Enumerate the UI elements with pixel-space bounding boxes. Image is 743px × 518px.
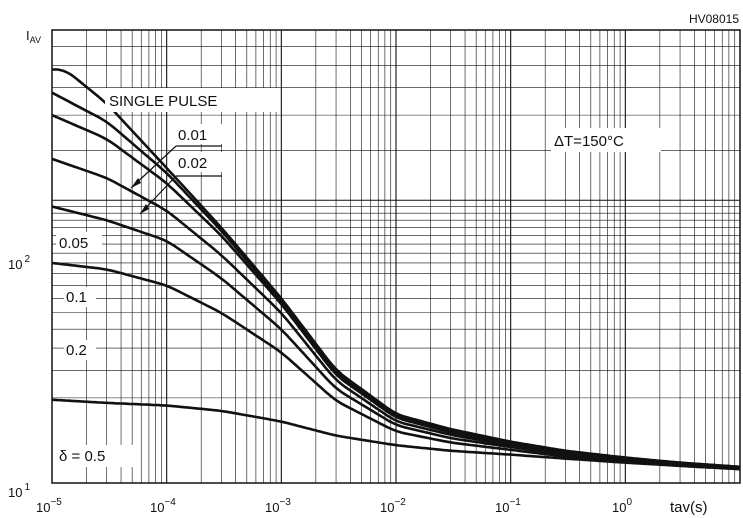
x-tick-1e-4-exp: −4 xyxy=(164,497,176,508)
leader-001-arrow xyxy=(131,178,141,188)
x-tick-label-1e-3: 10−3 xyxy=(265,497,291,515)
label-01: 0.1 xyxy=(66,289,87,306)
y-axis-label: IAV xyxy=(26,28,41,45)
annotation-001: 0.01 xyxy=(130,124,222,189)
y-tick-10-base: 10 xyxy=(8,485,22,500)
annotation-002: 0.02 xyxy=(139,152,222,215)
curves xyxy=(51,68,741,471)
y-tick-label-10: 10 1 xyxy=(8,482,30,500)
delta-t-label: ΔT=150°C xyxy=(554,133,624,150)
label-002: 0.02 xyxy=(178,155,207,172)
x-tick-1e-3-exp: −3 xyxy=(279,497,291,508)
annotation-05: δ = 0.5 xyxy=(56,445,138,467)
x-tick-label-1e-4: 10−4 xyxy=(150,497,176,515)
x-tick-1e-5-exp: −5 xyxy=(50,497,62,508)
x-tick-1e-2-base: 10 xyxy=(380,500,394,515)
y-tick-100-exp: 2 xyxy=(24,254,30,265)
x-tick-1e-3-base: 10 xyxy=(265,500,279,515)
y-axis-label-sub: AV xyxy=(30,35,41,45)
x-tick-1e-5-base: 10 xyxy=(36,500,50,515)
annotation-condition: ΔT=150°C xyxy=(551,128,661,152)
x-tick-1e-2-exp: −2 xyxy=(394,497,406,508)
x-axis-label: tav(s) xyxy=(670,499,708,516)
x-tick-label-1e-1: 10−1 xyxy=(495,497,521,515)
x-tick-1e0-exp: 0 xyxy=(626,497,632,508)
x-tick-1e-1-base: 10 xyxy=(495,500,509,515)
x-tick-1e-1-exp: −1 xyxy=(509,497,521,508)
single-pulse-label: SINGLE PULSE xyxy=(109,93,217,110)
label-001: 0.01 xyxy=(178,127,207,144)
annotation-01: 0.1 xyxy=(64,287,96,307)
y-tick-10-exp: 1 xyxy=(24,482,30,493)
figure-id: HV08015 xyxy=(689,12,739,26)
label-05: δ = 0.5 xyxy=(59,448,105,465)
annotation-02: 0.2 xyxy=(64,340,96,360)
label-02: 0.2 xyxy=(66,342,87,359)
plot-frame xyxy=(51,29,741,484)
x-tick-label-1e-5: 10−5 xyxy=(36,497,62,515)
y-axis-label-main: I xyxy=(26,28,30,43)
annotation-005: 0.05 xyxy=(56,232,102,252)
y-tick-label-100: 10 2 xyxy=(8,254,30,272)
leader-002-arrow xyxy=(140,204,149,214)
curve-d05 xyxy=(51,398,741,471)
x-tick-label-1e-2: 10−2 xyxy=(380,497,406,515)
label-005: 0.05 xyxy=(59,235,88,252)
x-tick-label-1e0: 100 xyxy=(612,497,632,515)
x-tick-1e0-base: 10 xyxy=(612,500,626,515)
annotation-single-pulse: SINGLE PULSE xyxy=(105,88,277,112)
y-tick-100-base: 10 xyxy=(8,257,22,272)
x-tick-1e-4-base: 10 xyxy=(150,500,164,515)
